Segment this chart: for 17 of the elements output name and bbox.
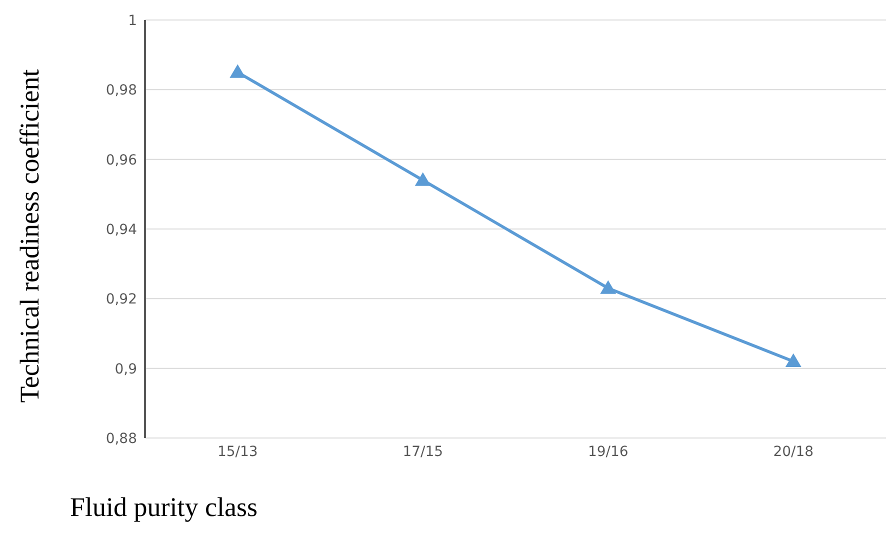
y-tick-label: 0,88 — [106, 430, 137, 447]
y-tick-label: 1 — [128, 12, 137, 29]
y-tick-label: 0,98 — [106, 82, 137, 99]
x-axis-title: Fluid purity class — [70, 492, 258, 523]
y-tick-label: 0,9 — [114, 361, 137, 378]
point — [414, 172, 431, 186]
x-tick-label: 17/15 — [402, 444, 444, 460]
point — [785, 353, 802, 367]
point — [600, 280, 616, 294]
x-tick-label: 20/18 — [773, 444, 814, 460]
y-tick-label: 0,92 — [106, 292, 137, 308]
x-tick-label: 15/13 — [217, 444, 258, 460]
y-axis-title: Technical readiness coefficient — [14, 69, 46, 403]
point — [230, 64, 246, 78]
y-tick-label: 0,94 — [106, 222, 138, 238]
y-tick-label: 0,96 — [106, 152, 138, 168]
x-tick-label: 19/16 — [588, 444, 628, 460]
